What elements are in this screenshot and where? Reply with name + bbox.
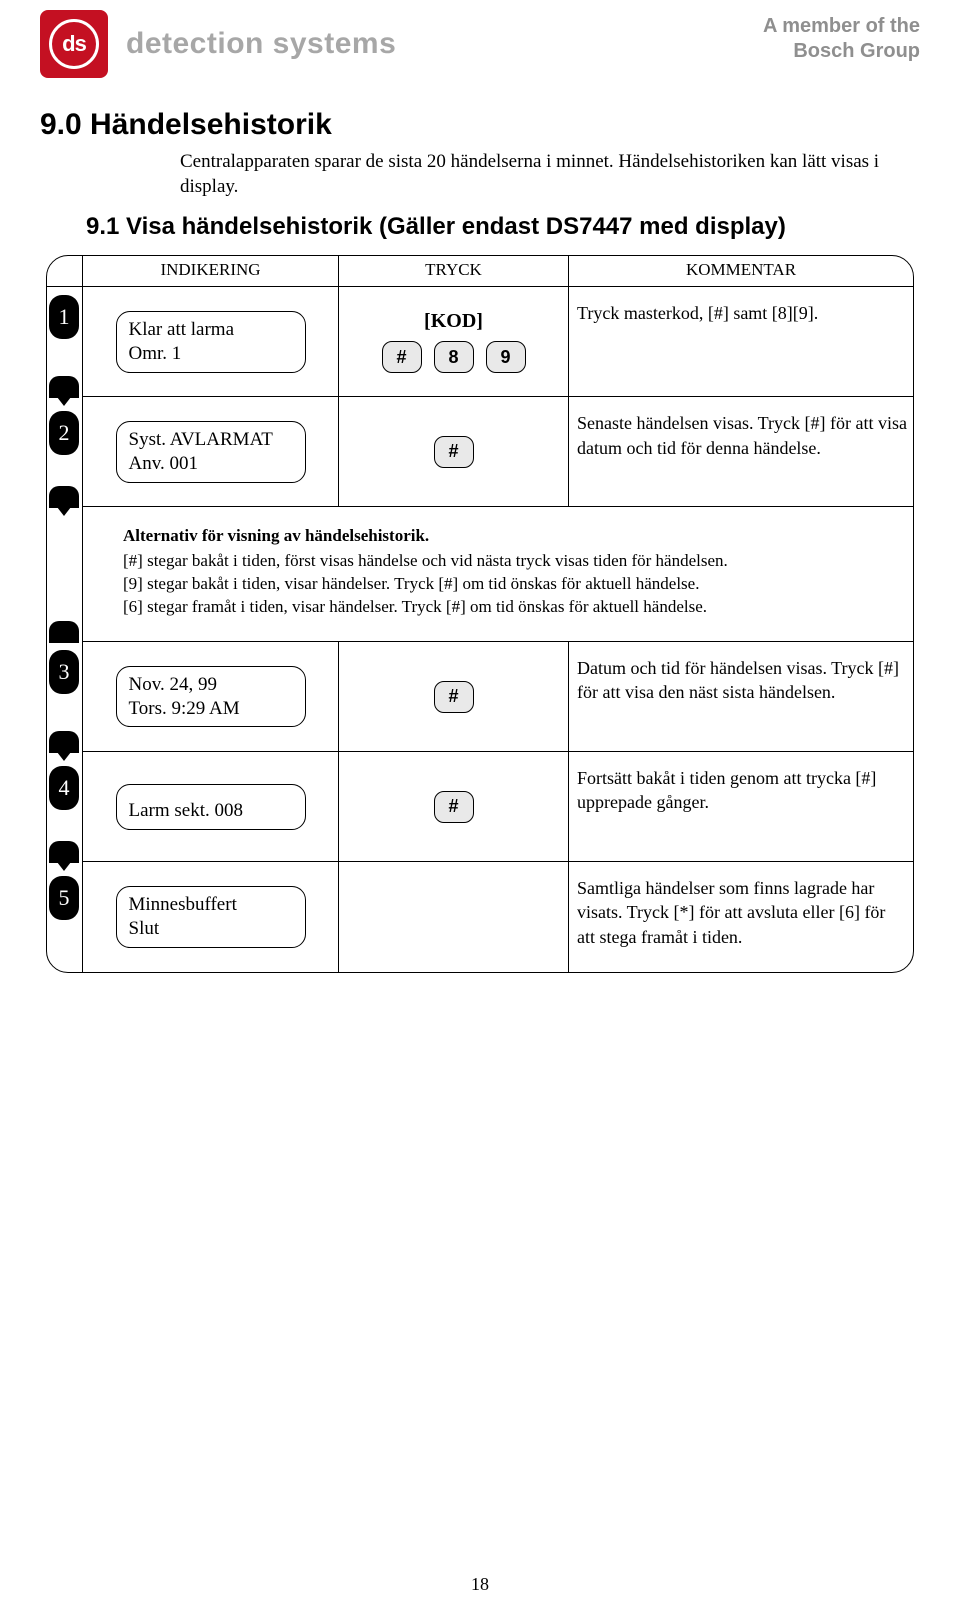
arrow-down-icon [57, 397, 71, 406]
page-header: ds detection systems A member of the Bos… [40, 10, 920, 78]
note-line: [9] stegar bakåt i tiden, visar händelse… [123, 573, 889, 596]
arrow-down-icon [57, 862, 71, 871]
logo-text: ds [62, 31, 86, 57]
key-row: # [434, 791, 474, 823]
page-number: 18 [0, 1574, 960, 1595]
procedure-table: INDIKERING TRYCK KOMMENTAR 1 Klar att la… [46, 255, 914, 973]
step-number: 4 [49, 766, 79, 810]
intro-text: Centralapparaten sparar de sista 20 händ… [180, 150, 880, 199]
header-tryck: TRYCK [339, 256, 569, 287]
note-row: Alternativ för visning av händelsehistor… [47, 507, 913, 642]
step-number: 5 [49, 876, 79, 920]
key-hash: # [382, 341, 422, 373]
key-row: # [434, 436, 474, 468]
header-kommentar: KOMMENTAR [569, 256, 913, 287]
table-row: 4 Larm sekt. 008 # Fortsätt bakåt i tide… [47, 752, 913, 862]
logo-block: ds detection systems [40, 10, 396, 78]
key-hash: # [434, 791, 474, 823]
logo-icon: ds [40, 10, 108, 78]
table-row: 1 Klar att larma Omr. 1 [KOD] # 8 9 Tryc… [47, 287, 913, 397]
key-9: 9 [486, 341, 526, 373]
key-hash: # [434, 681, 474, 713]
kod-label: [KOD] [424, 310, 483, 333]
table-row: 2 Syst. AVLARMAT Anv. 001 # Senaste händ… [47, 397, 913, 507]
subsection-title: 9.1 Visa händelsehistorik (Gäller endast… [86, 213, 920, 241]
brand-name: detection systems [126, 27, 396, 61]
tagline: A member of the Bosch Group [763, 10, 920, 64]
note-line: [#] stegar bakåt i tiden, först visas hä… [123, 550, 889, 573]
header-blank [47, 256, 83, 287]
comment-cell: Samtliga händelser som finns lagrade har… [569, 862, 913, 972]
step-number: 1 [49, 295, 79, 339]
note-line: [6] stegar framåt i tiden, visar händels… [123, 596, 889, 619]
step-number: 2 [49, 411, 79, 455]
note-title: Alternativ för visning av händelsehistor… [123, 525, 889, 548]
table-header-row: INDIKERING TRYCK KOMMENTAR [47, 256, 913, 287]
comment-cell: Fortsätt bakåt i tiden genom att trycka … [569, 752, 913, 862]
table-row: 5 Minnesbuffert Slut Samtliga händelser … [47, 862, 913, 972]
arrow-down-icon [57, 752, 71, 761]
tagline-line1: A member of the [763, 14, 920, 39]
lcd-display: Minnesbuffert Slut [116, 886, 306, 948]
table-row: 3 Nov. 24, 99 Tors. 9:29 AM # Datum och … [47, 642, 913, 752]
section-title: 9.0 Händelsehistorik [40, 108, 920, 142]
arrow-down-icon [57, 507, 71, 516]
lcd-display: Nov. 24, 99 Tors. 9:29 AM [116, 666, 306, 728]
key-8: 8 [434, 341, 474, 373]
key-hash: # [434, 436, 474, 468]
key-row: # [434, 681, 474, 713]
key-row: # 8 9 [382, 341, 526, 373]
step-number: 3 [49, 650, 79, 694]
comment-cell: Datum och tid för händelsen visas. Tryck… [569, 642, 913, 752]
lcd-display: Klar att larma Omr. 1 [116, 311, 306, 373]
lcd-display: Syst. AVLARMAT Anv. 001 [116, 421, 306, 483]
header-indikering: INDIKERING [83, 256, 339, 287]
tagline-line2: Bosch Group [763, 39, 920, 64]
comment-cell: Tryck masterkod, [#] samt [8][9]. [569, 287, 913, 397]
comment-cell: Senaste händelsen visas. Tryck [#] för a… [569, 397, 913, 507]
note-body: Alternativ för visning av händelsehistor… [83, 507, 913, 642]
lcd-display: Larm sekt. 008 [116, 784, 306, 830]
